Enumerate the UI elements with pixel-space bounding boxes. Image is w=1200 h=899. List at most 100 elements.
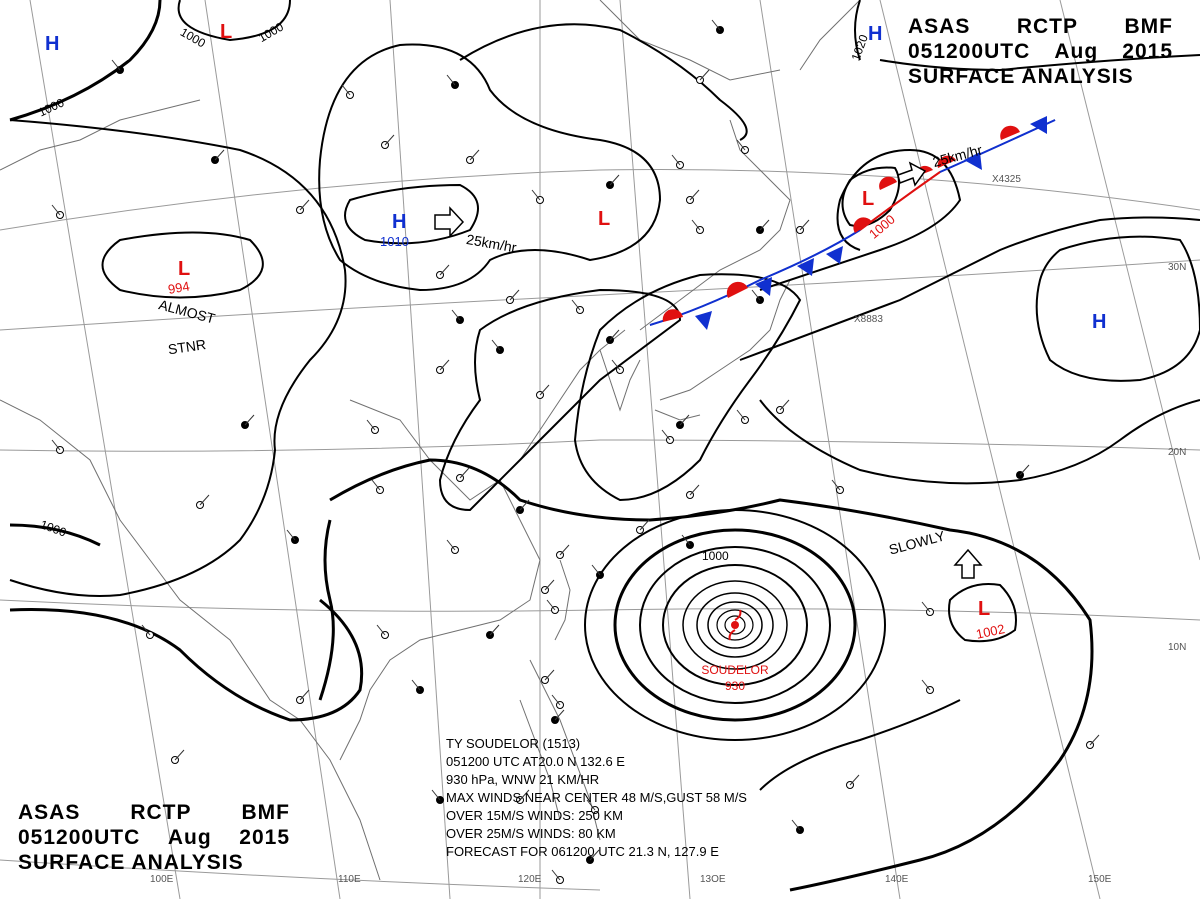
isobar — [759, 399, 1200, 485]
wind-barb — [921, 679, 931, 691]
isobar — [318, 519, 335, 701]
typhoon-isobars — [584, 509, 886, 741]
wind-barb — [371, 479, 381, 491]
wind-barb — [711, 19, 721, 31]
wind-barb — [689, 484, 700, 496]
wind-barb — [751, 289, 761, 301]
high-center: H — [868, 23, 882, 45]
wind-barb — [51, 204, 61, 216]
header-month: Aug — [167, 826, 212, 849]
longitude-label: 100E — [150, 874, 174, 885]
wind-barb — [1089, 734, 1100, 746]
stationary-label: STNR — [167, 336, 207, 357]
header-station: RCTP — [130, 801, 192, 824]
isobar — [9, 119, 347, 597]
wind-barb — [519, 789, 530, 801]
isobar — [1035, 235, 1200, 382]
wind-barb — [299, 199, 310, 211]
isobar — [948, 583, 1017, 643]
wind-barb — [559, 544, 570, 556]
isobar — [329, 458, 1094, 892]
isobar — [9, 523, 101, 547]
wind-barb — [431, 789, 441, 801]
wind-barb — [589, 849, 600, 861]
typhoon-info-25ms-radius: OVER 25M/S WINDS: 80 KM — [446, 826, 616, 841]
longitude-label: 110E — [338, 874, 361, 885]
wind-barb — [551, 869, 561, 881]
latitude-label: 10N — [1168, 642, 1186, 653]
wind-barb — [736, 139, 746, 151]
isobars — [9, 0, 1200, 892]
wind-barb — [174, 749, 185, 761]
wind-barb — [411, 679, 421, 691]
wind-barb — [376, 624, 386, 636]
wind-barb — [679, 414, 690, 426]
motion-arrows — [434, 161, 983, 579]
longitude-label: 150E — [1088, 874, 1112, 885]
header-agency: ASAS — [908, 15, 971, 38]
wind-barb — [111, 59, 121, 71]
typhoon-info-pressure: 930 hPa, WNW 21 KM/HR — [446, 772, 600, 787]
header-title: SURFACE ANALYSIS — [908, 65, 1134, 88]
header-year: 2015 — [239, 826, 290, 849]
wind-barb — [286, 529, 296, 541]
arrow-right-icon — [434, 206, 465, 238]
wind-barb — [51, 439, 61, 451]
wind-barb — [611, 359, 621, 371]
wind-barb — [489, 624, 500, 636]
stationary-front — [649, 116, 1056, 330]
center-pressure-value: 1010 — [380, 234, 409, 249]
isobar — [841, 166, 900, 227]
wind-barb — [639, 519, 650, 531]
typhoon-info-box: TY SOUDELOR (1513) 051200 UTC AT20.0 N 1… — [446, 735, 747, 861]
wind-barb — [544, 579, 555, 591]
low-center: L — [862, 188, 874, 210]
center-pressure-value: 994 — [167, 278, 191, 297]
latitude-label: 20N — [1168, 447, 1186, 458]
wind-barb — [519, 499, 530, 511]
wind-barb — [691, 219, 701, 231]
isobar — [759, 148, 962, 291]
wind-barb — [214, 149, 225, 161]
center-pressure-value: 1002 — [975, 621, 1006, 642]
header-time: 051200UTC — [908, 40, 1031, 63]
header-time: 051200UTC — [18, 826, 141, 849]
wind-barb — [591, 564, 601, 576]
wind-barb — [921, 601, 931, 613]
wind-barb — [586, 799, 596, 811]
header-code: BMF — [1124, 15, 1173, 38]
typhoon-pressure: 930 — [725, 679, 745, 693]
wind-barb — [546, 599, 556, 611]
arrow-right-icon — [897, 161, 927, 187]
header-month: Aug — [1054, 40, 1099, 63]
wind-barb — [469, 149, 480, 161]
wind-barb — [671, 154, 681, 166]
header-year: 2015 — [1122, 40, 1173, 63]
isobar — [177, 0, 291, 42]
typhoon-label: SOUDELOR 930 — [701, 663, 769, 693]
wind-barb — [141, 624, 151, 636]
wind-barb — [791, 819, 801, 831]
wind-barb — [571, 299, 581, 311]
header-title: SURFACE ANALYSIS — [18, 851, 244, 874]
header-code: BMF — [241, 801, 290, 824]
wind-barb — [446, 74, 456, 86]
isobar — [344, 183, 479, 245]
station-plots — [51, 19, 1100, 884]
wind-barb — [459, 467, 470, 479]
wind-barb — [799, 219, 810, 231]
low-center: L — [598, 208, 610, 230]
high-center: H — [392, 211, 406, 233]
station-code: X8883 — [854, 314, 883, 325]
wind-barb — [341, 84, 351, 96]
high-center: H — [1092, 311, 1106, 333]
map-header-bottom-left: ASAS RCTP BMF 051200UTC Aug 2015 SURFACE… — [18, 800, 290, 875]
typhoon-info-15ms-radius: OVER 15M/S WINDS: 250 KM — [446, 808, 623, 823]
wind-barb — [699, 69, 710, 81]
latitude-label: 30N — [1168, 262, 1186, 273]
typhoon-info-max-winds: MAX WINDS NEAR CENTER 48 M/S,GUST 58 M/S — [446, 790, 747, 805]
wind-barb — [539, 384, 550, 396]
wind-barb — [661, 429, 671, 441]
wind-barb — [531, 189, 541, 201]
